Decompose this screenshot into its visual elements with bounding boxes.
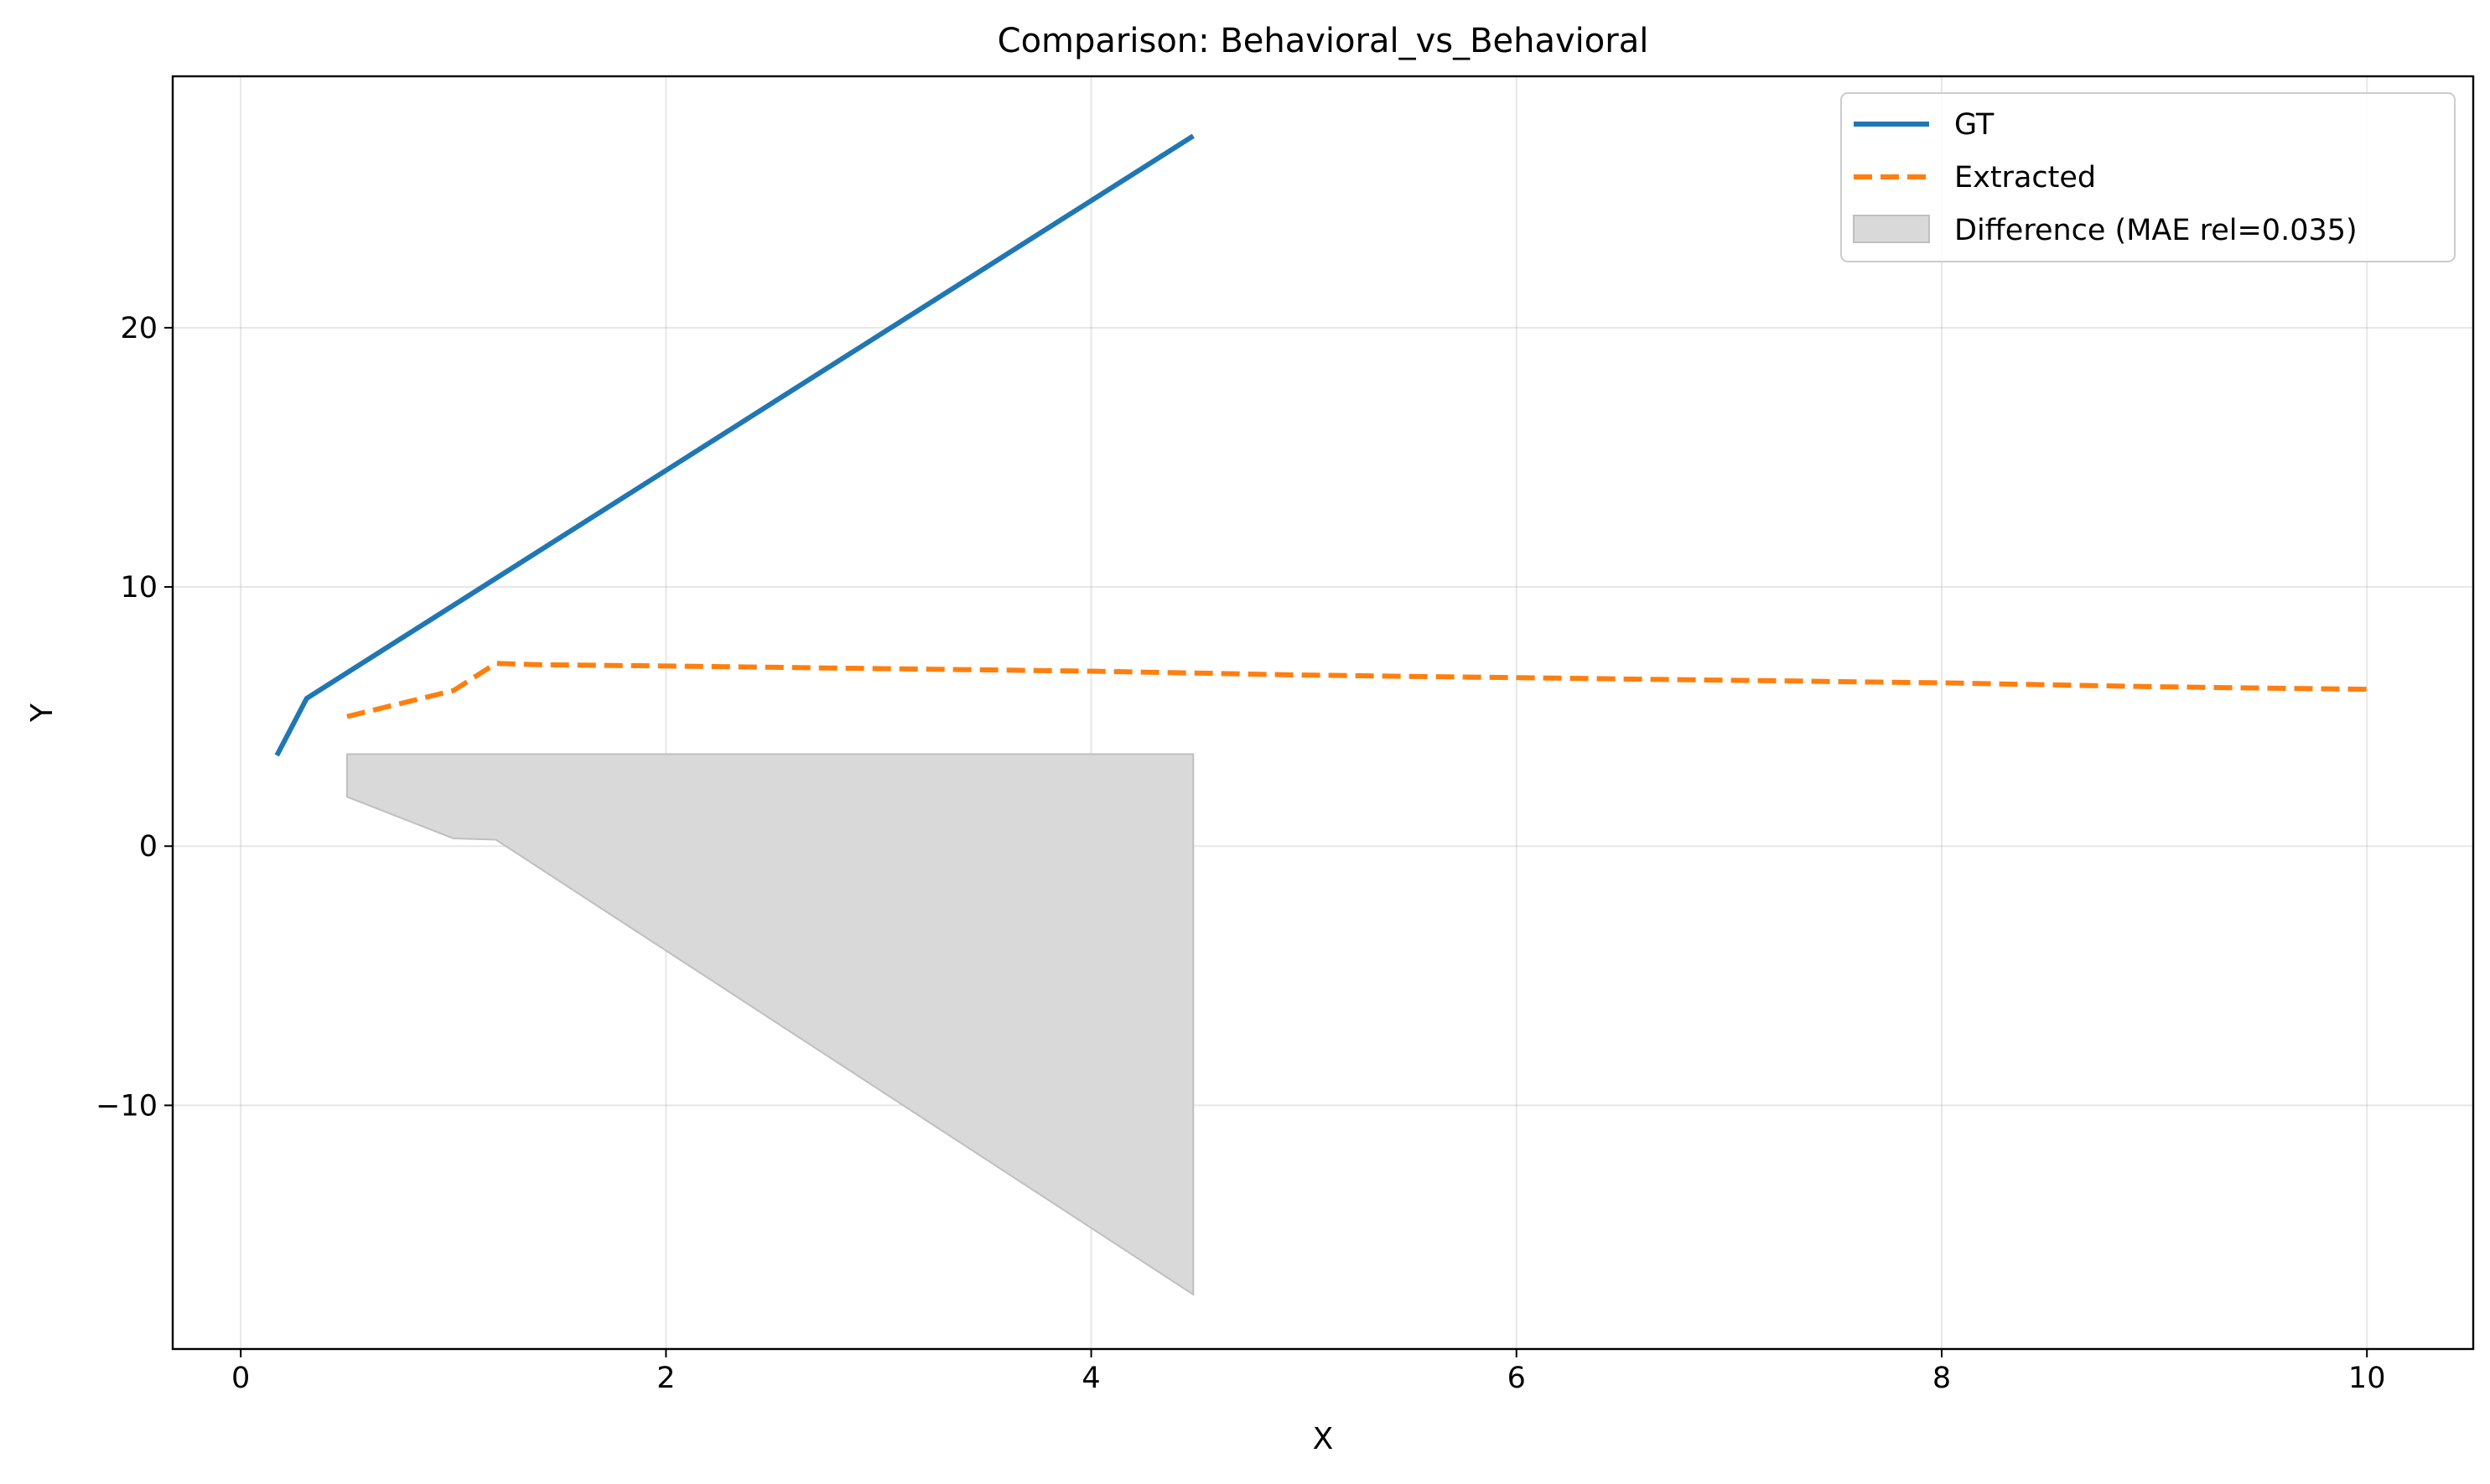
y-tick-label: 20 [120, 312, 158, 345]
plot-area-frame [171, 75, 2475, 1351]
legend-extracted-label: Extracted [1954, 161, 2096, 195]
difference-area [345, 753, 1195, 1296]
legend: GT Extracted Difference (MAE rel=0.035) [1840, 92, 2456, 262]
legend-difference-swatch [1853, 215, 1930, 243]
y-tick-label: −10 [96, 1089, 158, 1123]
x-tick-label: 4 [1082, 1362, 1100, 1395]
x-tick-label: 0 [231, 1362, 250, 1395]
x-tick-label: 6 [1507, 1362, 1526, 1395]
legend-frame [1840, 92, 2456, 262]
legend-gt-label: GT [1954, 108, 1995, 142]
series-line-extracted [346, 661, 2368, 719]
tick-layer: 0 2 4 6 8 10 −10 0 10 20 [96, 312, 2385, 1395]
y-tick-label: 0 [139, 830, 158, 864]
chart-title: Comparison: Behavioral_vs_Behavioral [998, 22, 1649, 60]
x-tick-label: 2 [656, 1362, 675, 1395]
difference-fill-layer [345, 753, 1195, 1296]
x-axis-label: X [1313, 1422, 1334, 1456]
legend-difference-label: Difference (MAE rel=0.035) [1954, 214, 2358, 247]
y-axis-label: Y [25, 703, 60, 723]
series-layer [274, 133, 2368, 757]
x-tick-label: 8 [1932, 1362, 1951, 1395]
x-tick-label: 10 [2348, 1362, 2386, 1395]
y-tick-label: 10 [120, 571, 158, 604]
series-line-gt [274, 133, 1195, 757]
